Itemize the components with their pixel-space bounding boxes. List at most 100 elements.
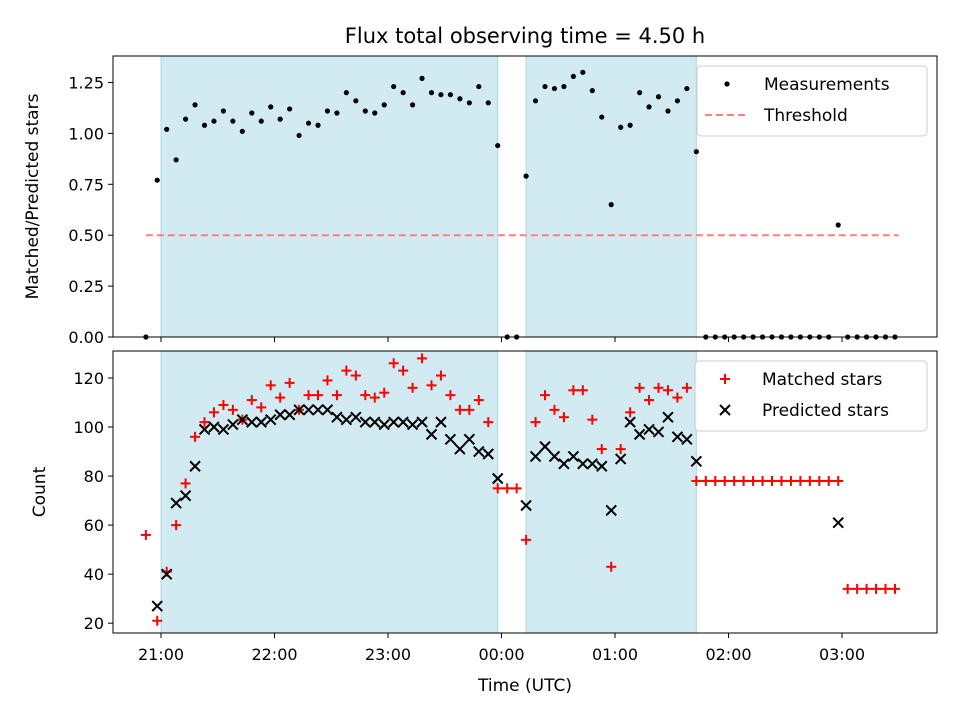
measurement-point xyxy=(466,100,472,106)
matched-stars-point xyxy=(265,380,276,391)
measurement-point xyxy=(447,92,454,98)
measurement-point xyxy=(324,108,331,114)
measurement-point xyxy=(438,92,444,98)
measurement-point xyxy=(372,110,378,116)
legend-frame xyxy=(694,360,928,432)
matched-stars-point xyxy=(833,475,844,486)
predicted-stars-point xyxy=(614,453,627,465)
matched-stars-point xyxy=(426,380,437,391)
predicted-stars-point-b xyxy=(454,443,466,455)
measurement-point xyxy=(334,110,340,116)
matched-stars-point xyxy=(398,365,409,376)
predicted-stars-point-b xyxy=(473,445,485,458)
predicted-stars-point-b xyxy=(265,413,277,426)
matched-stars-point xyxy=(483,417,494,428)
measurement-point xyxy=(580,69,586,75)
matched-stars-point xyxy=(140,529,151,540)
predicted-stars-point xyxy=(283,409,296,421)
x-axis-label: Time (UTC) xyxy=(477,676,572,696)
matched-stars-point xyxy=(171,520,182,531)
measurement-point xyxy=(353,98,359,104)
matched-stars-point xyxy=(729,475,740,486)
matched-stars-point xyxy=(256,402,267,413)
measurement-point xyxy=(636,90,643,96)
predicted-stars-point xyxy=(681,433,693,445)
series-matched-stars xyxy=(140,353,900,626)
predicted-stars-point xyxy=(236,413,249,426)
predicted-stars-point-b xyxy=(567,450,580,463)
observing-window-shade xyxy=(160,350,499,634)
matched-stars-point xyxy=(303,390,314,401)
legend-predicted-marker xyxy=(719,404,731,416)
measurement-point xyxy=(674,98,681,104)
measurement-point xyxy=(268,104,274,110)
matched-stars-point xyxy=(710,475,721,486)
matched-stars-point xyxy=(407,382,418,393)
legend-label: Predicted stars xyxy=(762,401,889,421)
y-tick-label: 0.25 xyxy=(68,277,104,296)
predicted-stars-point xyxy=(463,433,476,445)
matched-stars-point xyxy=(776,475,787,486)
predicted-stars-point-b xyxy=(832,516,844,529)
matched-stars-point xyxy=(634,382,645,393)
matched-stars-point xyxy=(558,412,569,423)
matched-stars-point xyxy=(852,583,863,594)
matched-stars-point xyxy=(785,475,796,486)
matched-stars-point xyxy=(350,370,361,381)
predicted-stars-point-b xyxy=(189,460,201,472)
matched-stars-point xyxy=(871,583,882,594)
measurement-point xyxy=(627,122,633,128)
matched-stars-point xyxy=(795,475,806,486)
predicted-stars-point-b xyxy=(340,413,353,426)
predicted-stars-point xyxy=(454,443,466,455)
measurement-point xyxy=(182,116,189,122)
predicted-stars-point xyxy=(605,504,617,517)
matched-stars-point xyxy=(199,417,210,428)
measurement-point xyxy=(277,116,283,122)
y-tick-label: 120 xyxy=(73,369,104,388)
measurement-point xyxy=(391,83,397,90)
x-tick-label: 21:00 xyxy=(138,645,184,664)
predicted-stars-point-b xyxy=(236,413,249,426)
matched-stars-point xyxy=(190,431,201,442)
measurement-point xyxy=(665,108,671,114)
y-tick-label: 60 xyxy=(84,516,104,535)
predicted-stars-point xyxy=(492,472,504,485)
predicted-stars-point xyxy=(387,416,400,428)
predicted-stars-point-b xyxy=(293,404,305,416)
predicted-stars-point xyxy=(179,489,192,502)
matched-stars-point xyxy=(530,417,541,428)
matched-stars-point xyxy=(540,390,551,401)
predicted-stars-point-b xyxy=(179,489,192,502)
predicted-stars-point xyxy=(151,600,163,612)
predicted-stars-point xyxy=(208,421,220,433)
x-tick-label: 03:00 xyxy=(819,645,865,664)
axes-frame xyxy=(112,350,938,634)
predicted-stars-point-b xyxy=(387,416,400,428)
predicted-stars-point-b xyxy=(463,433,476,445)
predicted-stars-point xyxy=(416,416,428,428)
predicted-stars-point xyxy=(671,431,684,443)
predicted-stars-point-b xyxy=(605,504,617,517)
bottom-panel: 20 40 60 80 100 120 21:00 22:00 23:00 00:00 01:00 0… xyxy=(30,350,938,696)
observing-window-shade xyxy=(160,55,499,338)
matched-stars-point xyxy=(275,392,286,403)
predicted-stars-point-b xyxy=(671,431,684,443)
y-tick-label: 20 xyxy=(84,614,104,633)
predicted-stars-point-b xyxy=(643,423,655,436)
predicted-stars-point-b xyxy=(359,416,372,428)
matched-stars-point xyxy=(445,390,456,401)
predicted-stars-point-b xyxy=(160,568,173,580)
measurement-point xyxy=(173,157,179,163)
measurement-point xyxy=(287,106,293,112)
measurement-point xyxy=(599,114,605,120)
legend-label: Matched stars xyxy=(762,370,882,390)
predicted-stars-point xyxy=(350,411,362,423)
predicted-stars-point xyxy=(293,404,305,416)
matched-stars-point xyxy=(227,404,238,415)
predicted-stars-point-b xyxy=(690,455,703,468)
predicted-stars-point-b xyxy=(492,472,504,485)
predicted-stars-point-b xyxy=(227,418,239,431)
predicted-stars-point xyxy=(529,450,542,463)
